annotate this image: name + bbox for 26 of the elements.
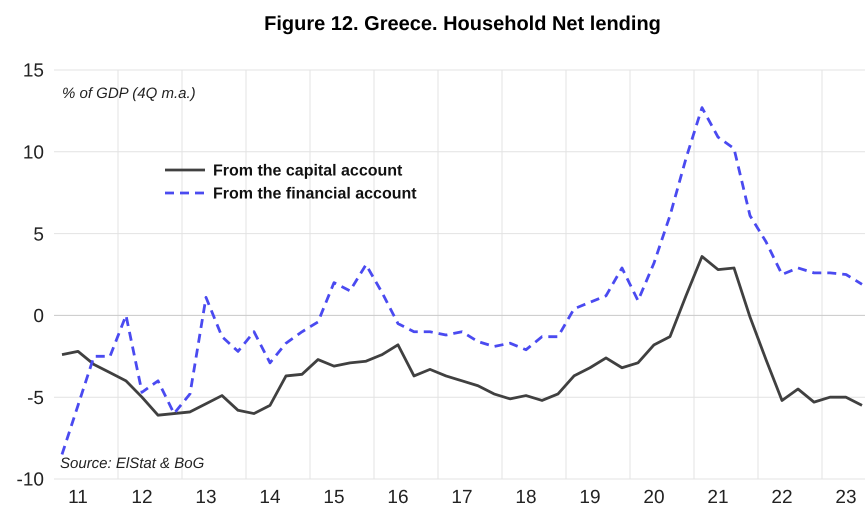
y-tick-label: -5 <box>27 388 44 409</box>
x-tick-label: 18 <box>515 487 537 508</box>
x-tick-label: 13 <box>195 487 217 508</box>
x-tick-label: 12 <box>131 487 153 508</box>
y-tick-label: -10 <box>16 470 44 491</box>
y-tick-label: 10 <box>22 142 44 164</box>
x-tick-label: 14 <box>259 487 281 508</box>
x-tick-label: 15 <box>323 487 345 508</box>
x-tick-label: 19 <box>579 487 601 508</box>
y-tick-label: 0 <box>33 306 44 328</box>
y-tick-label: 5 <box>33 224 44 246</box>
annotation: Source: ElStat & BoG <box>60 455 205 472</box>
chart-title: Figure 12. Greece. Household Net lending <box>264 13 661 35</box>
x-tick-label: 22 <box>771 487 793 508</box>
legend-label: From the capital account <box>213 162 404 180</box>
x-tick-label: 16 <box>387 487 409 508</box>
y-axis-title: % of GDP (4Q m.a.) <box>62 85 196 102</box>
line-series <box>60 255 864 417</box>
x-tick-label: 23 <box>835 487 857 508</box>
line-series <box>60 106 864 456</box>
x-tick-label: 11 <box>68 487 88 508</box>
legend-label: From the financial account <box>213 186 418 203</box>
x-tick-label: 17 <box>451 487 473 508</box>
x-tick-label: 21 <box>707 487 729 508</box>
y-tick-label: 15 <box>22 60 44 82</box>
x-tick-label: 20 <box>643 487 665 508</box>
